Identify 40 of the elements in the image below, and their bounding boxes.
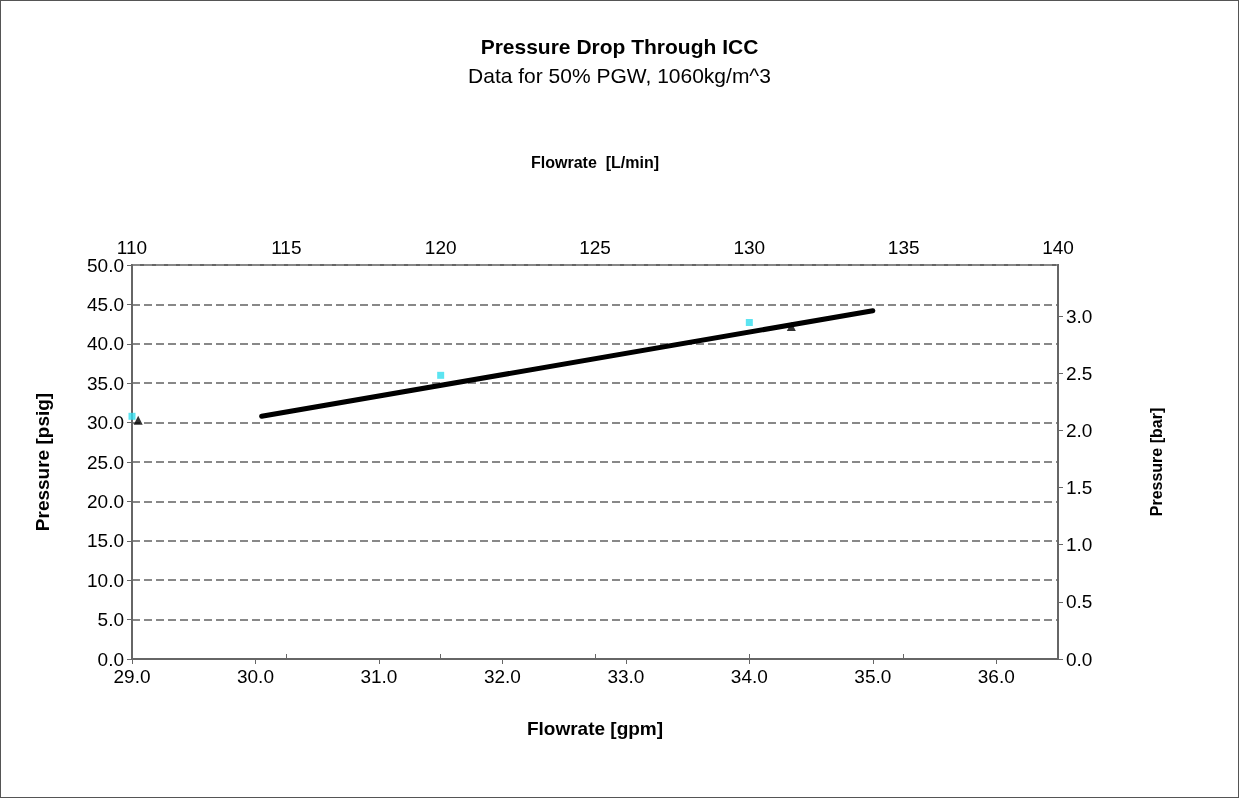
chart-subtitle: Data for 50% PGW, 1060kg/m^3 <box>468 64 771 87</box>
point <box>128 412 136 420</box>
y-tick-label: 45.0 <box>87 293 124 315</box>
y2-axis-title: Pressure [bar] <box>1147 407 1165 517</box>
y2-tick-label: 1.0 <box>1066 534 1093 556</box>
point <box>786 321 796 331</box>
y-tick-label: 20.0 <box>87 490 124 512</box>
y-tick-label: 40.0 <box>87 333 124 355</box>
y2-tick-label: 0.0 <box>1066 648 1093 670</box>
x-tick-label: 31.0 <box>360 666 398 687</box>
y-tick-label: 15.0 <box>87 530 124 552</box>
x-tick-label: 34.0 <box>730 666 768 687</box>
point <box>437 371 445 379</box>
x2-tick-label: 125 <box>579 237 611 258</box>
y-tick-label: 30.0 <box>87 412 124 434</box>
x2-tick-label: 115 <box>271 237 302 258</box>
y2-tick-label: 2.0 <box>1066 419 1093 441</box>
y-axis-title: Pressure [psig] <box>32 392 53 532</box>
y2-tick-label: 0.5 <box>1066 591 1093 613</box>
y2-tick-label: 3.0 <box>1066 305 1093 327</box>
x2-tick-label: 130 <box>733 237 766 258</box>
point <box>745 319 753 327</box>
x2-tick-label: 120 <box>424 237 457 258</box>
y2-tick-label: 1.5 <box>1066 477 1093 499</box>
x-tick-label: 36.0 <box>977 666 1015 687</box>
x-axis-title: Flowrate [gpm] <box>526 718 664 739</box>
y-tick-label: 5.0 <box>97 609 124 631</box>
y-tick-label: 35.0 <box>87 372 124 394</box>
x-tick-label: 32.0 <box>483 666 521 687</box>
point <box>133 415 143 425</box>
x2-tick-label: 135 <box>887 237 920 258</box>
x-tick-label: 30.0 <box>236 666 274 687</box>
y2-tick-label: 2.5 <box>1066 362 1093 384</box>
y-tick-label: 25.0 <box>87 451 124 473</box>
y-tick-label: 10.0 <box>87 569 124 591</box>
x2-axis-title: Flowrate [L/min] <box>531 153 659 171</box>
x2-tick-label: 140 <box>1042 237 1074 258</box>
chart-title: Pressure Drop Through ICC <box>480 35 759 58</box>
x-tick-label: 35.0 <box>854 666 892 687</box>
x-tick-label: 33.0 <box>607 666 645 687</box>
